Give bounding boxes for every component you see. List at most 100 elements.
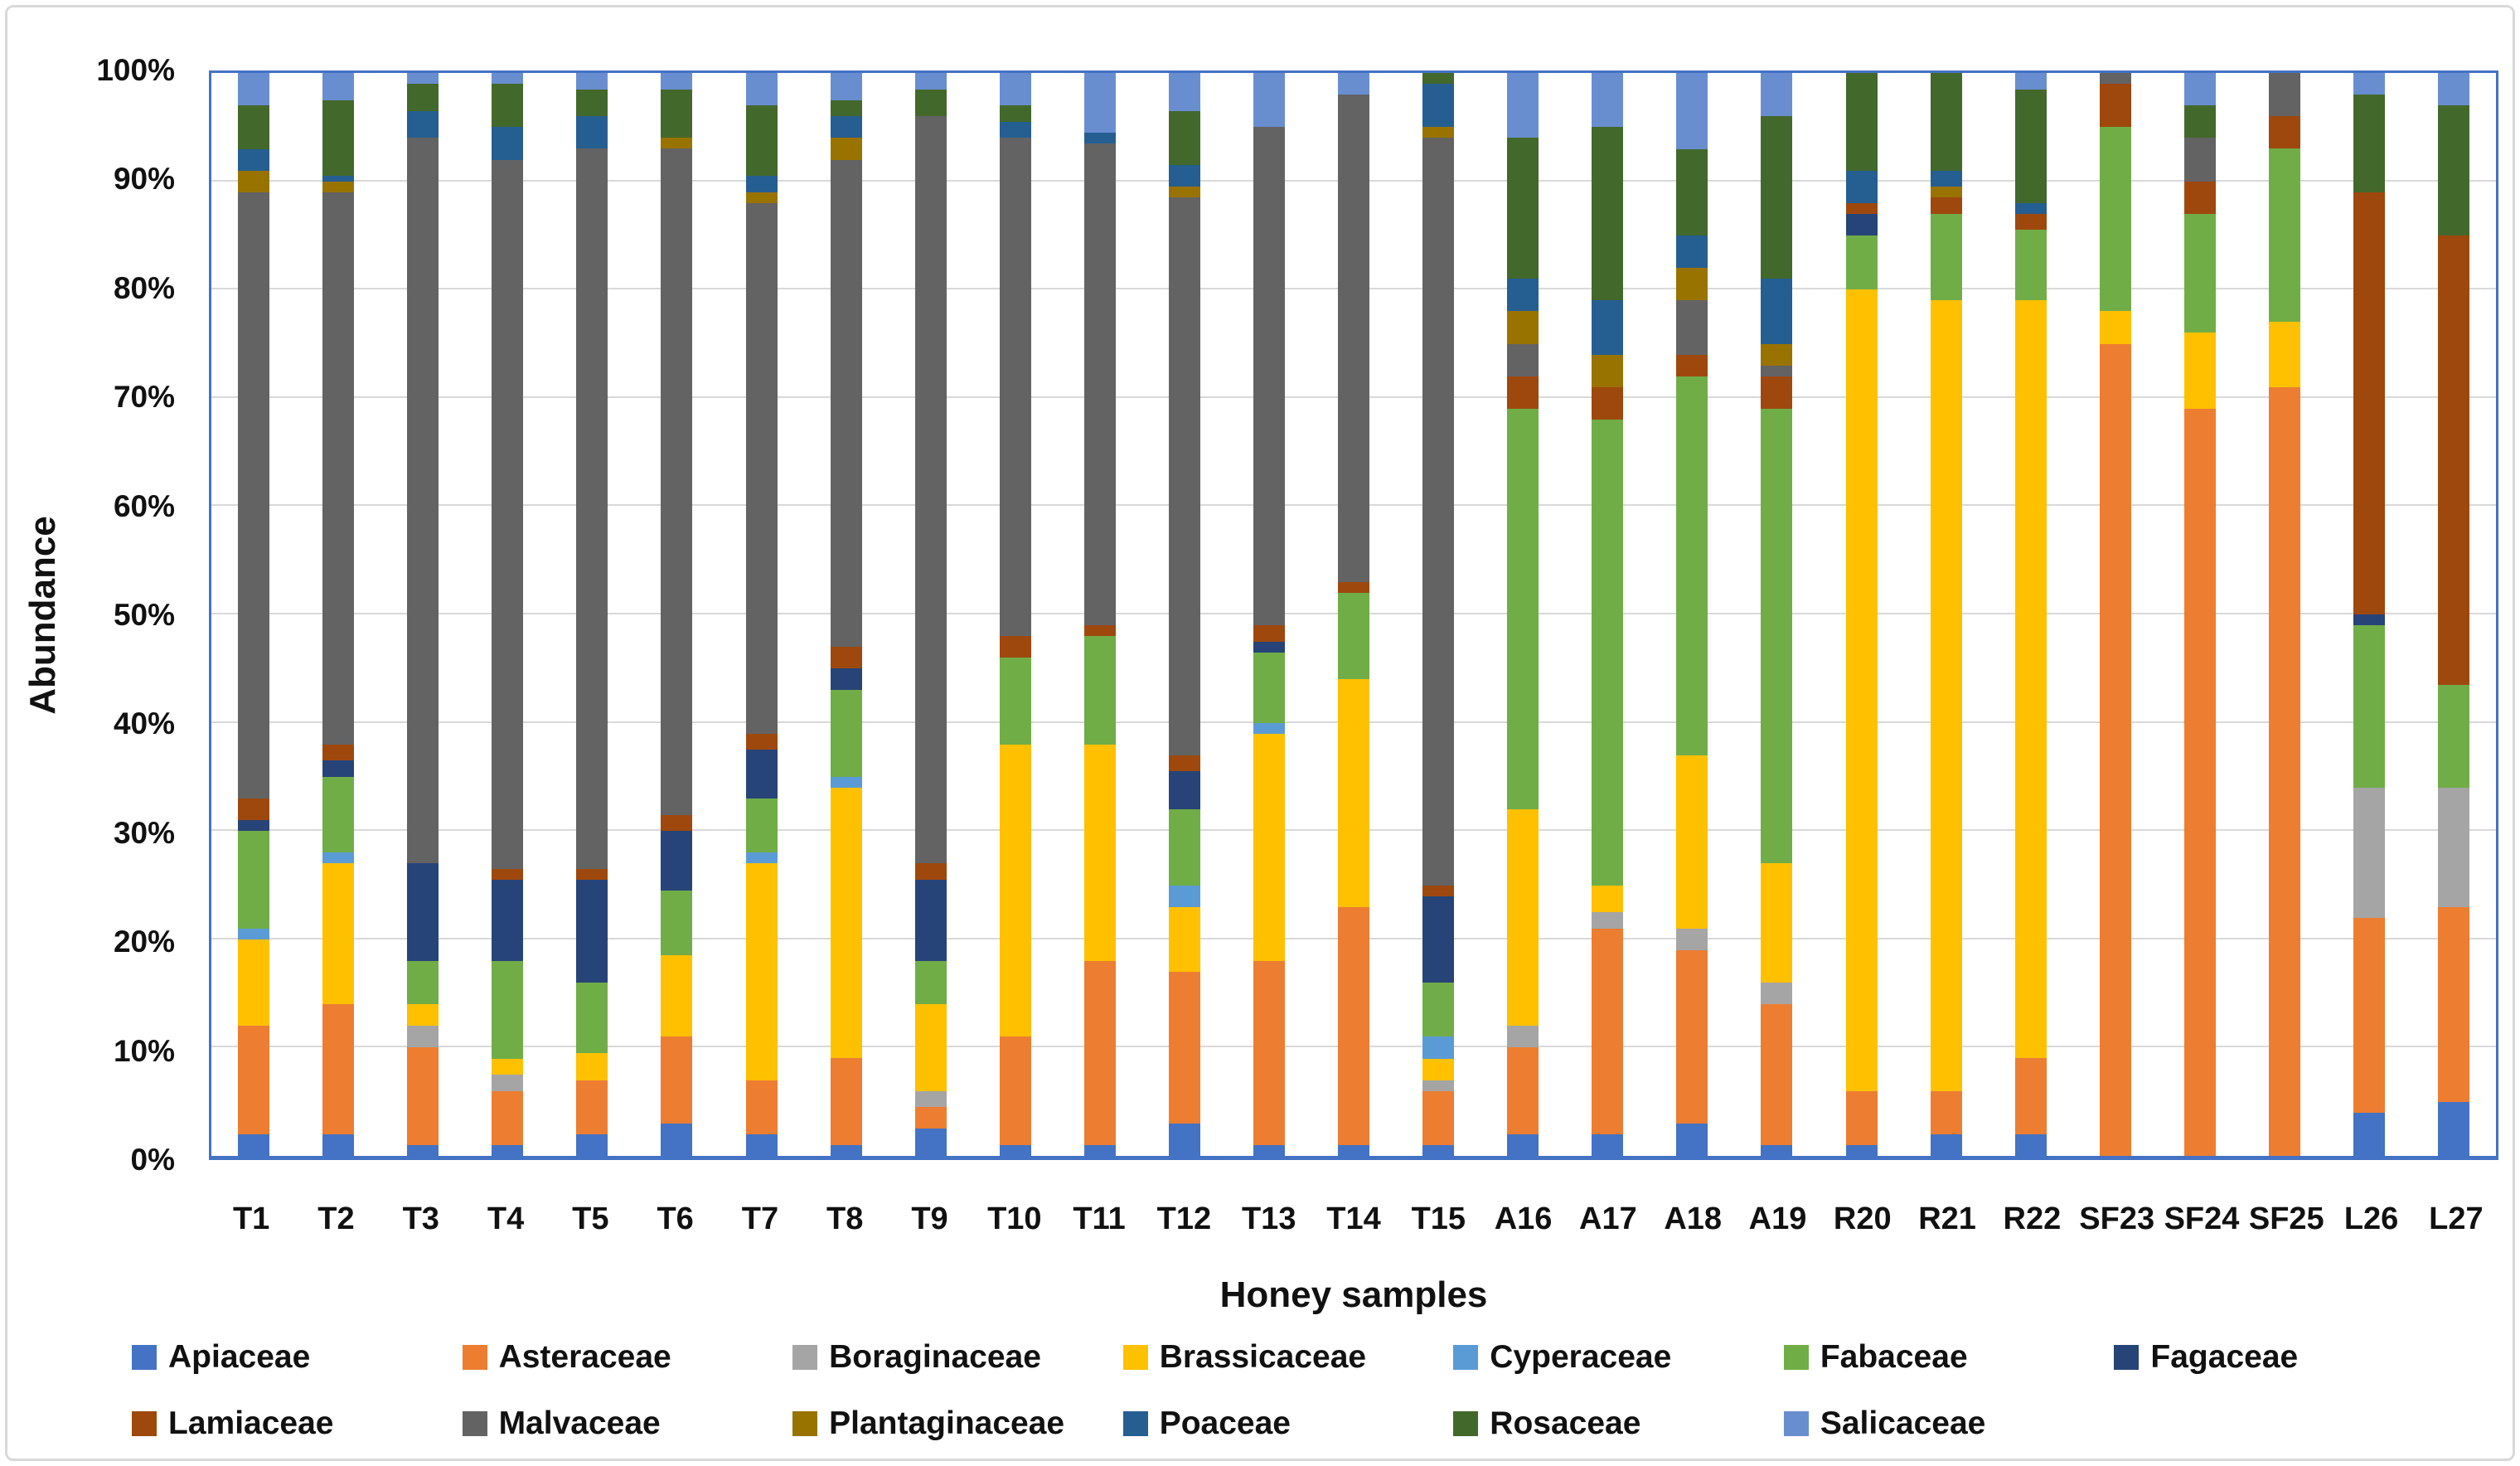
- bar-slot-T13: [1227, 73, 1311, 1156]
- y-tick-60: 60%: [113, 488, 175, 523]
- segment-salicaceae-T11: [1083, 73, 1116, 133]
- segment-brassicaceae-T14: [1338, 679, 1370, 907]
- legend-item-apiaceae: Apiaceae: [132, 1339, 463, 1376]
- segment-fabaceae-T8: [830, 690, 862, 777]
- segment-fabaceae-T4: [492, 960, 524, 1059]
- x-tick-A19: A19: [1748, 1201, 1807, 1236]
- y-tick-40: 40%: [113, 706, 175, 741]
- segment-asteraceae-A16: [1507, 1047, 1539, 1134]
- bar-slot-T14: [1311, 73, 1396, 1156]
- legend-label: Fagaceae: [2150, 1339, 2299, 1375]
- segment-malvaceae-T11: [1083, 143, 1116, 626]
- segment-rosaceae-T15: [1422, 73, 1455, 85]
- segment-lamiaceae-R21: [1930, 197, 1962, 214]
- bar-T8: [830, 73, 862, 1156]
- figure-frame: Abundance 100% 90% 80% 70% 60% 50% 40% 30% 20% 10…: [5, 5, 2515, 1461]
- x-tick-T7: T7: [741, 1201, 779, 1236]
- legend-swatch-icon: [1453, 1411, 1479, 1436]
- bar-R22: [2014, 73, 2047, 1156]
- segment-fagaceae-T15: [1422, 896, 1455, 983]
- segment-asteraceae-R22: [2014, 1058, 2047, 1134]
- bar-T10: [999, 73, 1031, 1156]
- x-tick-T8: T8: [826, 1201, 864, 1236]
- segment-asteraceae-T8: [830, 1058, 862, 1145]
- bar-SF25: [2268, 73, 2300, 1156]
- segment-fagaceae-T2: [322, 760, 355, 777]
- segment-asteraceae-R21: [1930, 1090, 1962, 1134]
- segment-brassicaceae-T4: [492, 1058, 524, 1075]
- segment-malvaceae-T4: [492, 159, 524, 869]
- segment-rosaceae-A17: [1592, 127, 1624, 301]
- bar-T2: [322, 73, 355, 1156]
- y-tick-100: 100%: [96, 53, 175, 87]
- legend-swatch-icon: [1453, 1345, 1479, 1370]
- x-tick-R20: R20: [1833, 1201, 1892, 1236]
- segment-malvaceae-T2: [322, 192, 355, 745]
- segment-poaceae-T5: [576, 116, 608, 149]
- y-tick-0: 0%: [130, 1143, 175, 1177]
- segment-rosaceae-R20: [1845, 73, 1878, 171]
- segment-salicaceae-A16: [1507, 73, 1539, 138]
- segment-fagaceae-T3: [407, 863, 439, 961]
- segment-poaceae-R21: [1930, 170, 1962, 187]
- segment-asteraceae-T10: [999, 1036, 1031, 1145]
- legend-label: Rosaceae: [1490, 1405, 1641, 1441]
- segment-lamiaceae-T2: [322, 744, 355, 761]
- y-tick-50: 50%: [113, 598, 175, 632]
- segment-poaceae-A16: [1507, 279, 1539, 312]
- bar-slot-R20: [1819, 73, 1903, 1156]
- segment-salicaceae-A17: [1592, 73, 1624, 128]
- x-tick-R21: R21: [1918, 1201, 1976, 1236]
- bar-slot-T3: [380, 73, 465, 1156]
- segment-fagaceae-R20: [1845, 213, 1878, 235]
- segment-fabaceae-L26: [2353, 625, 2385, 788]
- bar-slot-T15: [1396, 73, 1480, 1156]
- y-tick-10: 10%: [113, 1033, 175, 1068]
- segment-lamiaceae-L26: [2353, 192, 2385, 615]
- bar-slot-T7: [719, 73, 803, 1156]
- segment-apiaceae-T1: [238, 1133, 270, 1156]
- segment-lamiaceae-T4: [492, 868, 524, 881]
- segment-lamiaceae-SF24: [2183, 181, 2216, 214]
- legend-item-fagaceae: Fagaceae: [2114, 1339, 2445, 1376]
- segment-lamiaceae-T1: [238, 799, 270, 821]
- x-tick-T9: T9: [911, 1201, 948, 1236]
- bar-slot-A19: [1734, 73, 1819, 1156]
- segment-fagaceae-T1: [238, 820, 270, 832]
- bar-slot-A16: [1480, 73, 1565, 1156]
- segment-fabaceae-SF24: [2183, 213, 2216, 333]
- segment-plantaginaceae-T8: [830, 138, 862, 160]
- legend-item-poaceae: Poaceae: [1122, 1405, 1454, 1442]
- segment-fagaceae-L26: [2353, 614, 2385, 626]
- x-tick-R22: R22: [2003, 1201, 2062, 1236]
- segment-fabaceae-T2: [322, 776, 355, 853]
- bar-T3: [407, 73, 439, 1156]
- bar-slot-T4: [465, 73, 550, 1156]
- segment-apiaceae-T4: [492, 1144, 524, 1156]
- segment-salicaceae-T14: [1338, 73, 1370, 95]
- segment-malvaceae-T14: [1338, 95, 1370, 582]
- x-tick-SF23: SF23: [2079, 1201, 2155, 1236]
- segment-boraginaceae-T15: [1422, 1080, 1455, 1091]
- bar-T11: [1083, 73, 1116, 1156]
- segment-salicaceae-A19: [1761, 73, 1793, 117]
- segment-salicaceae-T4: [492, 73, 524, 85]
- segment-poaceae-A18: [1676, 235, 1708, 269]
- segment-lamiaceae-T15: [1422, 885, 1455, 896]
- x-axis: T1 T2 T3 T4 T5 T6 T7 T8 T9 T10 T11 T12 T13 T14 T15 A16 A…: [209, 1201, 2498, 1237]
- legend-item-plantaginaceae: Plantaginaceae: [792, 1405, 1123, 1442]
- legend-label: Apiaceae: [168, 1339, 311, 1375]
- segment-apiaceae-R20: [1845, 1144, 1878, 1156]
- segment-brassicaceae-R20: [1845, 289, 1878, 1091]
- bar-L26: [2353, 73, 2385, 1156]
- legend-swatch-icon: [1783, 1345, 1809, 1370]
- segment-brassicaceae-T6: [661, 955, 693, 1037]
- segment-malvaceae-A16: [1507, 343, 1539, 376]
- segment-asteraceae-A17: [1592, 928, 1624, 1134]
- segment-fagaceae-T9: [914, 880, 947, 961]
- bar-slot-T9: [889, 73, 973, 1156]
- segment-poaceae-T15: [1422, 84, 1455, 128]
- segment-lamiaceae-A16: [1507, 376, 1539, 409]
- legend-label: Cyperaceae: [1490, 1339, 1672, 1375]
- segment-apiaceae-R22: [2014, 1133, 2047, 1156]
